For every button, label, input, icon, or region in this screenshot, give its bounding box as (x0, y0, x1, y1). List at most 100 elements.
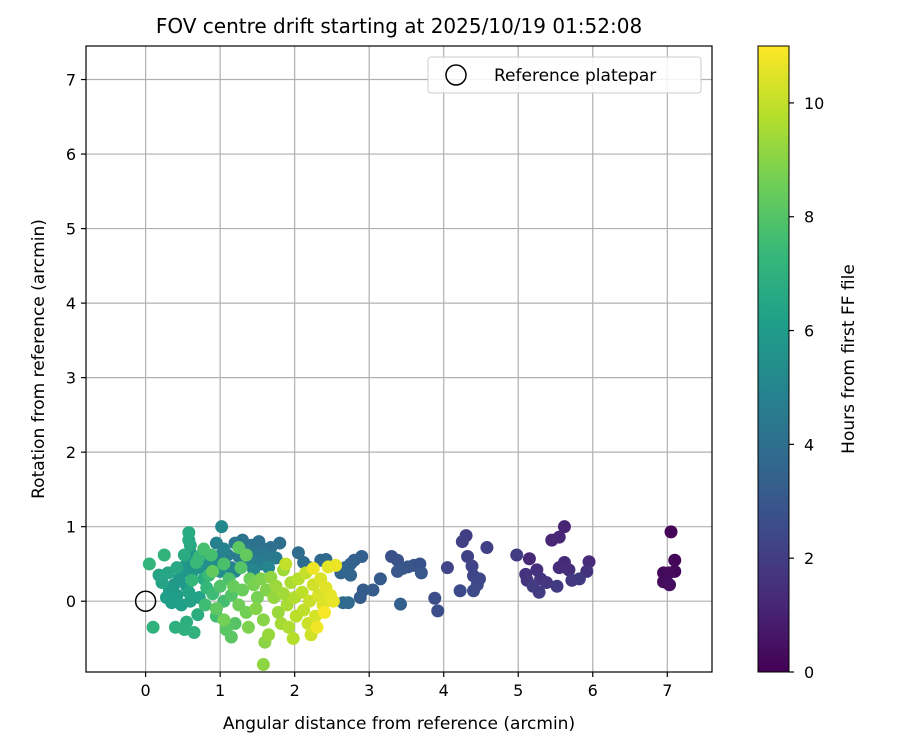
x-tick-label: 3 (364, 681, 374, 700)
data-point (373, 572, 387, 586)
data-point (241, 620, 255, 634)
x-tick-label: 5 (513, 681, 523, 700)
x-tick-label: 7 (662, 681, 672, 700)
legend-label-reference: Reference platepar (494, 66, 656, 86)
data-point (249, 602, 263, 616)
data-point (177, 548, 191, 562)
data-point (224, 630, 238, 644)
y-tick-label: 2 (66, 443, 76, 462)
data-point (582, 555, 596, 569)
y-tick-label: 3 (66, 369, 76, 388)
data-point (428, 591, 442, 605)
data-point (317, 605, 331, 619)
data-point (269, 551, 283, 565)
legend: Reference platepar (427, 56, 702, 94)
data-point (668, 553, 682, 567)
data-point (215, 520, 229, 534)
colorbar-tick-label: 6 (804, 322, 814, 341)
colorbar-tick-label: 0 (804, 663, 814, 682)
data-point (467, 584, 481, 598)
data-point (282, 620, 296, 634)
data-point (401, 560, 415, 574)
data-point (480, 541, 494, 555)
y-tick-label: 5 (66, 220, 76, 239)
x-axis-label: Angular distance from reference (arcmin) (223, 714, 575, 734)
data-point (664, 525, 678, 539)
data-point (236, 583, 249, 597)
x-ticks: 0 1 2 3 4 5 6 7 (141, 672, 672, 700)
data-point (545, 533, 559, 547)
data-point (262, 628, 276, 642)
data-point (239, 548, 253, 562)
data-point (217, 557, 231, 571)
plot-frame (85, 45, 713, 673)
data-point (353, 590, 367, 604)
data-point (206, 564, 220, 578)
colorbar-tick-label: 4 (804, 435, 814, 454)
x-tick-label: 4 (439, 681, 449, 700)
data-point (306, 561, 320, 575)
data-point (198, 598, 212, 612)
data-point (213, 579, 227, 593)
data-point (532, 585, 546, 599)
data-point (393, 597, 407, 611)
data-point (510, 548, 524, 562)
data-point (455, 535, 469, 549)
data-point (291, 546, 305, 560)
data-point (572, 572, 586, 586)
data-point (344, 568, 358, 582)
data-point (209, 602, 223, 616)
data-point (142, 557, 156, 571)
data-point (336, 596, 350, 610)
reference-platepar-marker (134, 590, 157, 612)
data-point (453, 584, 467, 598)
x-tick-label: 6 (588, 681, 598, 700)
chart-title: FOV centre drift starting at 2025/10/19 … (156, 14, 642, 38)
data-point (256, 613, 270, 627)
data-point (465, 559, 479, 573)
data-point (522, 552, 536, 566)
data-point (366, 583, 380, 597)
data-point (295, 585, 309, 599)
grid-lines (86, 46, 712, 672)
points-layer (142, 520, 682, 672)
colorbar: 0 2 4 6 8 10 Hours from first FF file (757, 45, 859, 682)
y-ticks: 0 1 2 3 4 5 6 7 (66, 71, 86, 611)
data-point (557, 520, 571, 534)
data-point (146, 620, 160, 634)
y-tick-label: 4 (66, 294, 76, 313)
data-point (217, 613, 231, 627)
data-point (414, 566, 428, 580)
data-point (170, 561, 184, 575)
x-tick-label: 2 (290, 681, 300, 700)
data-point (540, 576, 554, 590)
data-point (187, 626, 201, 640)
data-point (256, 658, 270, 672)
data-point (234, 561, 248, 575)
data-point (431, 604, 445, 618)
data-point (157, 548, 171, 562)
data-point (326, 594, 340, 608)
colorbar-ticks: 0 2 4 6 8 10 (789, 94, 824, 682)
data-point (440, 561, 454, 575)
colorbar-gradient (757, 45, 790, 673)
data-point (552, 561, 566, 575)
y-tick-label: 1 (66, 518, 76, 537)
x-tick-label: 0 (141, 681, 151, 700)
data-point (183, 538, 197, 552)
data-point (663, 578, 677, 592)
data-point (182, 526, 196, 540)
data-point (185, 573, 199, 587)
data-point (279, 557, 293, 571)
data-point (271, 605, 285, 619)
data-point (329, 558, 343, 572)
y-axis-label: Rotation from reference (arcmin) (29, 219, 49, 499)
data-point (197, 542, 211, 556)
data-point (262, 561, 276, 575)
colorbar-label: Hours from first FF file (839, 264, 859, 454)
data-point (276, 587, 290, 601)
legend-box (427, 56, 702, 94)
data-point (391, 564, 405, 578)
data-point (550, 579, 564, 593)
